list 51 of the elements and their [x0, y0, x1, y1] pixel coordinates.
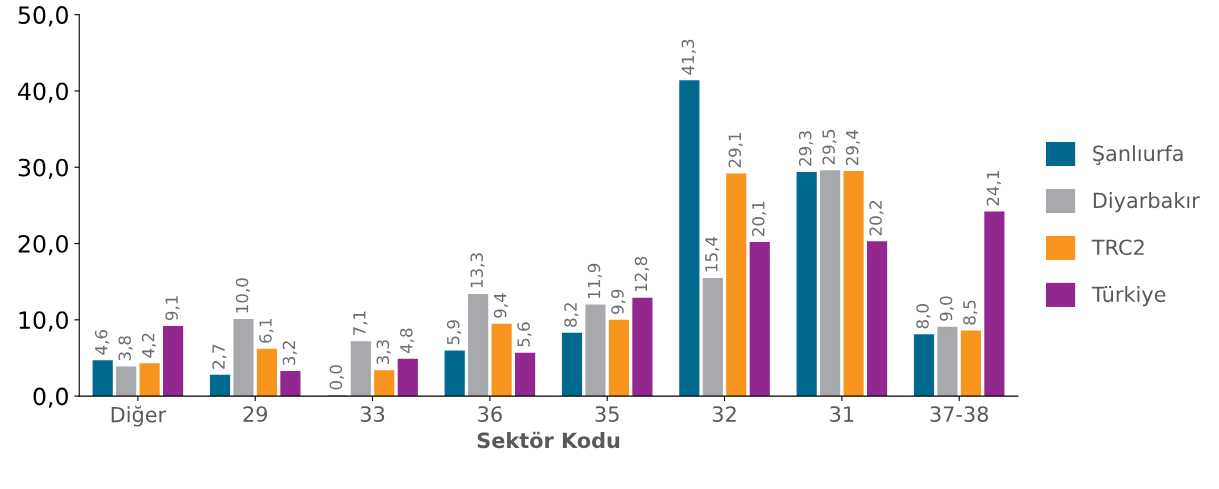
data-label: 29,1: [728, 132, 743, 168]
data-label: 29,4: [845, 130, 861, 166]
x-tick-label: 33: [360, 406, 385, 422]
y-tick-label: 40,0: [18, 82, 68, 103]
legend-label: Şanlıurfa: [1093, 145, 1183, 165]
data-label: 20,2: [869, 201, 884, 236]
data-label: 9,4: [493, 293, 509, 318]
data-label: 4,2: [141, 333, 157, 358]
y-tick-label: 20,0: [18, 234, 68, 256]
x-axis-title: Sektör Kodu: [477, 431, 620, 449]
x-tick-label: 35: [595, 406, 619, 422]
data-label: 29,3: [798, 131, 814, 166]
data-label: 29,5: [822, 129, 837, 165]
data-label: 20,1: [751, 201, 767, 236]
x-tick-label: 29: [243, 406, 268, 422]
data-label: 9,1: [165, 296, 180, 321]
legend-label: Diyarbakır: [1093, 192, 1200, 213]
x-tick-label: 32: [712, 406, 736, 422]
x-tick-label: 37-38: [930, 406, 989, 422]
data-label: 11,9: [587, 263, 603, 298]
x-tick-label: Diğer: [111, 405, 167, 427]
x-tick-label: 31: [830, 406, 854, 422]
y-tick-label: 0,0: [33, 387, 68, 408]
y-tick-label: 30,0: [18, 158, 68, 179]
data-label: 15,4: [705, 236, 720, 272]
data-label: 2,7: [212, 344, 227, 369]
data-label: 5,6: [517, 322, 532, 347]
data-label: 9,9: [611, 289, 626, 314]
data-label: 12,8: [634, 256, 649, 292]
data-label: 8,5: [963, 300, 978, 325]
legend-label: Türkiye: [1091, 286, 1166, 307]
y-tick-label: 10,0: [19, 311, 68, 332]
legend-label: TRC2: [1091, 239, 1144, 256]
data-label: 9,0: [939, 296, 954, 321]
data-label: 8,0: [916, 304, 931, 329]
x-tick-label: 36: [478, 406, 502, 422]
data-label: 4,8: [399, 328, 415, 354]
data-label: 3,8: [118, 336, 133, 361]
data-label: 3,3: [376, 340, 391, 365]
data-label: 6,1: [259, 319, 274, 343]
data-label: 41,3: [681, 39, 696, 75]
data-label: 10,0: [235, 278, 251, 313]
data-label: 8,2: [564, 303, 579, 327]
data-label: 4,6: [94, 329, 110, 355]
y-tick-label: 50,0: [18, 6, 68, 27]
data-label: 5,9: [446, 320, 462, 345]
data-label: 13,3: [470, 253, 485, 288]
data-label: 0,0: [329, 365, 344, 390]
data-label: 7,1: [353, 311, 368, 336]
data-label: 3,2: [282, 341, 297, 365]
data-label: 24,1: [986, 171, 1001, 206]
